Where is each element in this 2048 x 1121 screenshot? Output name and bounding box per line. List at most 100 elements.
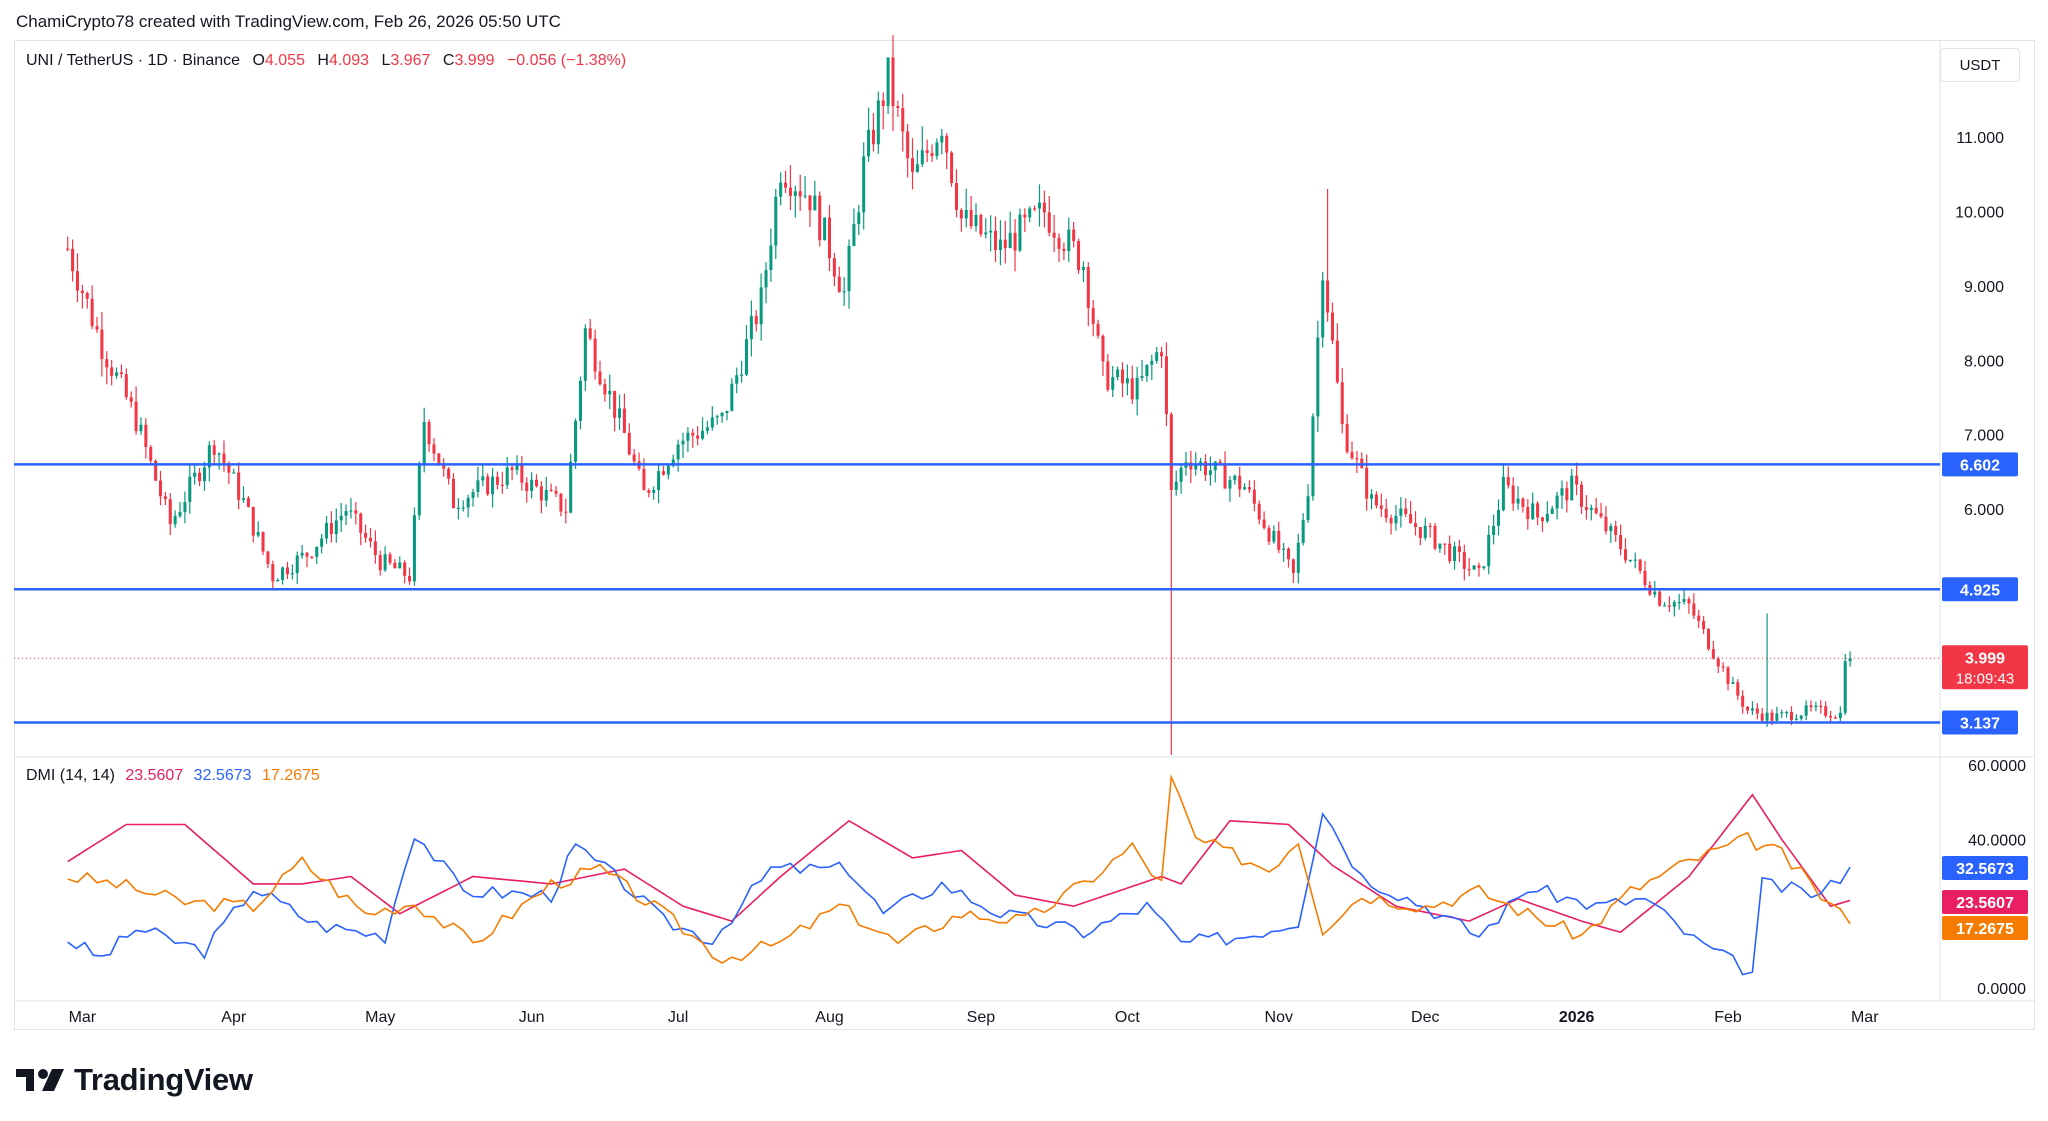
candle-body — [1589, 507, 1593, 511]
candle-body — [388, 554, 392, 563]
candle-body — [237, 472, 241, 500]
candle-body — [881, 100, 885, 106]
candle-body — [808, 195, 812, 211]
candle-body — [823, 217, 827, 241]
candle-body — [1233, 475, 1237, 481]
time-axis-tick: Aug — [815, 1009, 843, 1026]
candle-body — [1433, 525, 1437, 549]
candle-body — [1594, 507, 1598, 514]
close-label: C — [442, 52, 455, 69]
candle-body — [1262, 519, 1266, 528]
candle-body — [657, 471, 661, 490]
level-label-box — [1942, 452, 2018, 477]
candle-body — [876, 100, 880, 145]
currency-button[interactable]: USDT — [1940, 48, 2020, 82]
candle-body — [207, 445, 211, 468]
candle-body — [1736, 682, 1740, 696]
candle-body — [1223, 463, 1227, 489]
candle-body — [1311, 416, 1315, 497]
candle-body — [530, 479, 534, 492]
candle-body — [1555, 495, 1559, 509]
candle-body — [115, 372, 119, 376]
candle-body — [202, 467, 206, 482]
candle-body — [1208, 470, 1212, 476]
candle-body — [364, 532, 368, 538]
candle-body — [852, 223, 856, 246]
candle-body — [1306, 496, 1310, 520]
candle-body — [891, 57, 895, 107]
tradingview-logo[interactable]: TradingView — [16, 1062, 253, 1098]
candle-body — [1663, 605, 1667, 607]
candle-body — [1008, 232, 1012, 249]
candle-body — [1340, 382, 1344, 424]
candle-body — [1247, 487, 1251, 490]
candle-body — [701, 430, 705, 439]
candle-body — [554, 490, 558, 494]
candle-body — [1536, 503, 1540, 518]
candle-body — [139, 424, 143, 432]
candle-body — [1404, 508, 1408, 515]
candle-body — [1614, 525, 1618, 536]
candle-body — [1833, 717, 1837, 719]
candle-body — [627, 432, 631, 455]
candle-body — [1531, 503, 1535, 520]
candle-body — [1746, 706, 1750, 711]
candle-body — [989, 230, 993, 233]
candle-body — [1057, 237, 1061, 249]
candle-body — [867, 129, 871, 157]
candle-body — [1243, 487, 1247, 490]
candle-body — [1643, 570, 1647, 586]
candle-body — [71, 248, 75, 272]
candle-body — [1335, 340, 1339, 383]
candle-body — [1257, 503, 1261, 520]
candle-body — [1213, 461, 1217, 471]
candle-body — [466, 497, 470, 508]
candle-body — [1379, 505, 1383, 509]
dmi-value-label-box — [1942, 890, 2028, 914]
candle-body — [437, 453, 441, 466]
candle-body — [1350, 451, 1354, 459]
candle-body — [261, 532, 265, 552]
candle-body — [930, 152, 934, 157]
candle-body — [1125, 378, 1129, 384]
dmi-minus-di-value: 17.2675 — [261, 767, 320, 784]
last-price-label: 3.999 — [1965, 650, 2005, 667]
candle-countdown: 18:09:43 — [1956, 670, 2014, 687]
candle-body — [696, 435, 700, 439]
candle-body — [779, 182, 783, 197]
dmi-axis-tick: 0.0000 — [1977, 981, 2026, 998]
chart-credit: ChamiCrypto78 created with TradingView.c… — [16, 12, 561, 31]
candle-body — [251, 506, 255, 536]
candle-body — [154, 460, 158, 481]
candle-body — [1848, 658, 1852, 662]
candle-body — [1506, 477, 1510, 486]
candle-body — [1111, 377, 1115, 390]
time-axis-tick: May — [365, 1009, 395, 1026]
candle-body — [1516, 498, 1520, 504]
candle-body — [1409, 514, 1413, 524]
candle-body — [1809, 705, 1813, 708]
candle-body — [456, 507, 460, 510]
candle-body — [915, 164, 919, 172]
candle-body — [100, 329, 104, 360]
candle-body — [305, 552, 309, 557]
candle-body — [539, 486, 543, 501]
candle-body — [622, 408, 626, 433]
candle-body — [1467, 568, 1471, 571]
candle-body — [613, 390, 617, 418]
candle-body — [1037, 202, 1041, 209]
candle-body — [1218, 461, 1222, 464]
candle-body — [1174, 481, 1178, 490]
candle-body — [1316, 337, 1320, 417]
candle-body — [212, 445, 216, 455]
candle-body — [1716, 658, 1720, 667]
candle-body — [344, 511, 348, 516]
candle-body — [1765, 712, 1769, 721]
candle-body — [832, 258, 836, 277]
dmi-value-label: 23.5607 — [1956, 895, 2014, 912]
candle-body — [1091, 307, 1095, 324]
candle-body — [173, 516, 177, 525]
candle-body — [412, 515, 416, 582]
candle-body — [1501, 477, 1505, 511]
